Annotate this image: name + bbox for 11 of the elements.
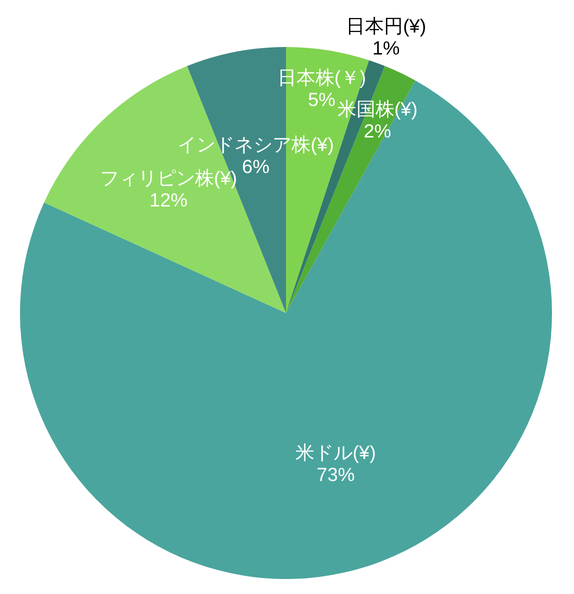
slice-label: 日本円(¥) — [346, 16, 426, 38]
data-label: 12% — [150, 190, 188, 212]
slice-label: 日本株(￥) — [277, 68, 366, 90]
data-label: 1% — [372, 38, 400, 60]
slice-label: 米ドル(¥) — [296, 443, 376, 464]
data-label: 2% — [364, 121, 392, 142]
data-label: 5% — [308, 90, 336, 112]
data-label: 73% — [316, 465, 355, 486]
slice-label: インドネシア株(¥) — [178, 134, 334, 156]
slice-label: フィリピン株(¥) — [100, 168, 238, 190]
data-label: 6% — [242, 156, 270, 178]
